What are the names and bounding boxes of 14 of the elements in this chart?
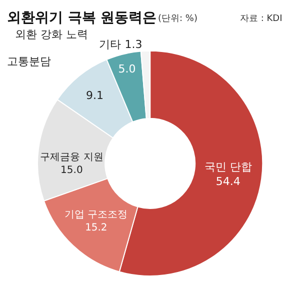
data-label: 5.0 — [118, 62, 136, 76]
data-label: 54.4 — [216, 174, 240, 188]
chart-title: 외환위기 극복 원동력은 — [7, 10, 157, 26]
text: 자료 : KDI — [240, 14, 282, 24]
chart-subtitle: (단위: %) — [158, 14, 198, 24]
data-label: 15.0 — [60, 165, 83, 176]
slice-label: 고통분담 — [7, 55, 51, 68]
slice-label: 기업 구조조정 — [64, 210, 128, 221]
data-label: 15.2 — [85, 222, 108, 234]
data-label: 9.1 — [86, 88, 104, 102]
slice-label: 국민 단합 — [204, 160, 252, 174]
slice-label: 기타 1.3 — [99, 38, 142, 51]
slice-label: 외환 강화 노력 — [15, 28, 88, 41]
slice-label: 구제금융 지원 — [40, 152, 104, 164]
